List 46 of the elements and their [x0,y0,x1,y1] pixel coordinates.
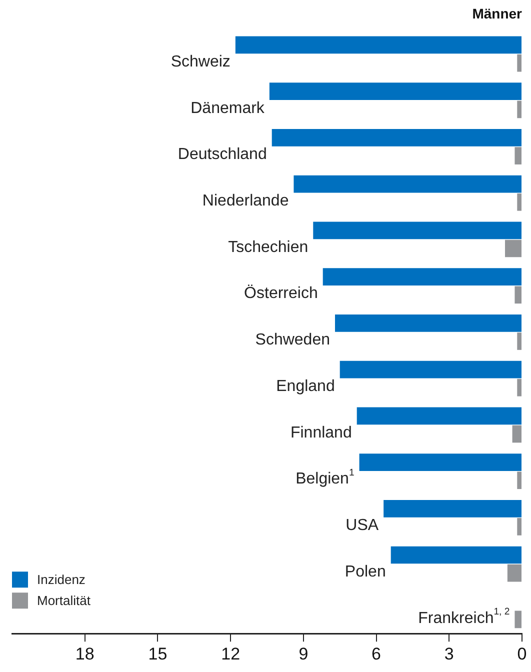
x-tick-label: 12 [221,644,240,664]
y-tick-label: Dänemark [190,100,266,117]
bar [512,425,522,443]
x-tick-label: 15 [148,644,168,664]
y-tick-label: Tschechien [228,238,308,256]
bar [517,100,522,118]
bar [272,129,522,146]
y-tick-label: Polen [344,563,386,580]
x-tick-label: 6 [372,644,382,664]
bar [384,500,522,518]
x-tick-label: 3 [444,644,454,664]
x-tick-label: 18 [75,644,94,664]
legend-label: Mortalität [37,593,91,608]
y-tick-label: Schweiz [170,53,230,70]
x-tick-label: 0 [517,644,527,664]
y-tick-label: Österreich [244,284,318,302]
y-tick-label: USA [346,517,379,534]
bar [359,454,522,471]
y-tick-label: Niederlande [202,192,289,210]
bar [313,222,522,240]
bar [517,193,522,211]
bar [517,378,522,396]
bar [517,472,522,490]
y-tick-label: Finnland [290,424,352,442]
bar [335,314,522,332]
y-tick-label: Schweden [255,332,330,349]
bar [356,407,522,425]
bar [269,82,522,100]
bar [514,610,522,628]
bar [517,54,522,72]
y-tick-label: England [276,378,335,395]
bar [507,564,522,582]
x-tick-label: 9 [298,644,308,664]
chart-title: Männer [472,5,523,22]
legend-label: Inzidenz [37,572,86,588]
bar [340,360,522,378]
bar [514,147,522,164]
y-tick-label: Deutschland [178,146,267,164]
bar [390,546,522,564]
bar [505,240,522,258]
bar [517,332,522,350]
bar [294,175,522,193]
bar [514,286,522,304]
bar [235,36,522,54]
bar [322,268,522,286]
bar [517,518,522,536]
